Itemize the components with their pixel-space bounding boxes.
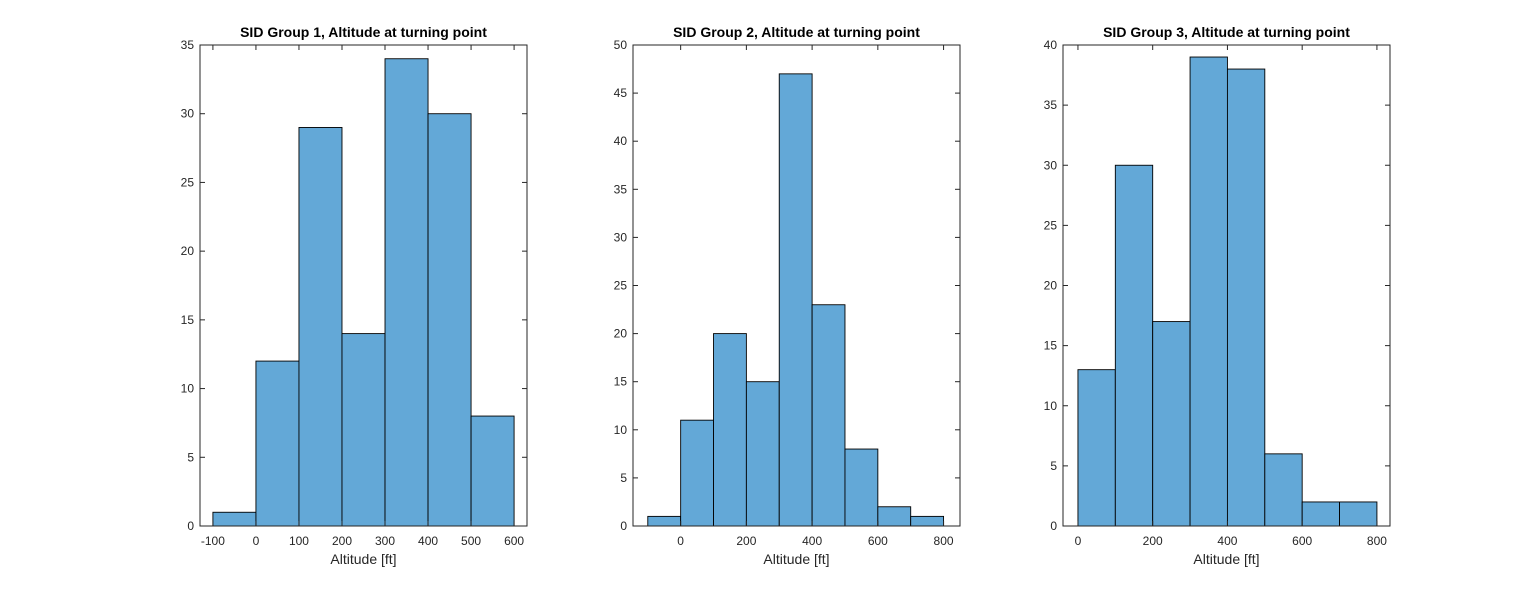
subplot-1-bar xyxy=(255,360,300,527)
subplot-3-title: SID Group 3, Altitude at turning point xyxy=(1103,24,1350,40)
subplot-3-y-tick-label: 10 xyxy=(1044,399,1058,413)
subplot-3-bar xyxy=(1301,501,1340,527)
subplot-2-bar xyxy=(910,515,945,527)
subplot-1-bar xyxy=(470,415,515,527)
subplot-1-y-tick-label: 10 xyxy=(181,382,195,396)
subplot-3-bar xyxy=(1264,453,1303,527)
subplot-3-x-tick-label: 200 xyxy=(1143,534,1163,548)
subplot-2-bar xyxy=(647,515,682,527)
subplot-1-bar xyxy=(341,333,386,527)
subplot-1-x-axis-label: Altitude [ft] xyxy=(330,551,396,567)
subplot-3-bar xyxy=(1152,321,1191,527)
subplot-2-y-tick-label: 15 xyxy=(614,375,628,389)
subplot-2-x-tick-label: 200 xyxy=(736,534,756,548)
subplot-1-y-tick-label: 35 xyxy=(181,38,195,52)
subplot-1-x-tick-label: -100 xyxy=(201,534,225,548)
subplot-2-bar xyxy=(680,419,714,527)
subplot-1-x-tick-label: 0 xyxy=(253,534,260,548)
subplot-2-bar xyxy=(811,304,846,527)
subplot-2-y-tick-label: 20 xyxy=(614,327,628,341)
subplot-3-x-tick-label: 0 xyxy=(1075,534,1082,548)
subplot-2-y-tick-label: 40 xyxy=(614,134,628,148)
subplot-1-y-tick-label: 5 xyxy=(187,450,194,464)
subplot-3-x-tick-label: 800 xyxy=(1367,534,1387,548)
subplot-3-bar xyxy=(1189,56,1228,527)
subplot-3-y-tick-label: 25 xyxy=(1044,218,1058,232)
subplot-1-x-tick-label: 500 xyxy=(461,534,481,548)
subplot-1-x-tick-label: 300 xyxy=(375,534,395,548)
subplot-1-title: SID Group 1, Altitude at turning point xyxy=(240,24,487,40)
subplot-3-x-axis-label: Altitude [ft] xyxy=(1193,551,1259,567)
subplot-2-bar xyxy=(844,448,879,527)
subplot-2-bar xyxy=(877,506,912,527)
subplot-1-axes-box xyxy=(199,44,528,527)
subplot-3-x-tick-label: 400 xyxy=(1217,534,1237,548)
subplot-2-y-tick-label: 10 xyxy=(614,423,628,437)
subplot-1-x-tick-label: 400 xyxy=(418,534,438,548)
subplot-3-bar xyxy=(1077,369,1116,527)
subplot-3-y-tick-label: 35 xyxy=(1044,98,1058,112)
subplot-2-y-tick-label: 30 xyxy=(614,230,628,244)
subplot-2-y-tick-label: 5 xyxy=(620,471,627,485)
subplot-1-y-tick-label: 15 xyxy=(181,313,195,327)
subplot-1-bar xyxy=(298,127,343,527)
subplot-3-x-tick-label: 600 xyxy=(1292,534,1312,548)
subplot-1-x-tick-label: 200 xyxy=(332,534,352,548)
subplot-3: 0 200 400 600 800 0 5 10 15 20 25 30 35 40 SID Group 3… xyxy=(1044,24,1391,567)
subplot-2-x-axis-label: Altitude [ft] xyxy=(763,551,829,567)
subplot-1-bar xyxy=(427,113,472,527)
subplot-3-y-tick-label: 5 xyxy=(1050,459,1057,473)
subplot-1: -100 0 100 200 300 400 500 600 0 5 10 15 20 25 30 35 SID… xyxy=(181,24,528,567)
subplot-1-y-tick-label: 30 xyxy=(181,107,195,121)
subplot-2-title: SID Group 2, Altitude at turning point xyxy=(673,24,920,40)
subplot-3-y-tick-label: 30 xyxy=(1044,158,1058,172)
subplot-3-bar xyxy=(1339,501,1378,527)
subplot-1-bar xyxy=(212,511,257,527)
subplot-2-y-tick-label: 25 xyxy=(614,279,628,293)
subplot-2-bar xyxy=(778,73,813,527)
subplot-2-y-tick-label: 35 xyxy=(614,182,628,196)
subplot-3-bar xyxy=(1114,164,1154,527)
subplot-2-bar xyxy=(713,333,747,527)
subplot-1-x-tick-label: 100 xyxy=(289,534,309,548)
subplot-2-bar xyxy=(745,381,780,527)
subplot-2-y-tick-label: 45 xyxy=(614,86,628,100)
subplot-2-y-tick-label: 0 xyxy=(620,519,627,533)
subplot-1-y-tick-label: 25 xyxy=(181,175,195,189)
subplot-2-x-tick-label: 800 xyxy=(934,534,954,548)
subplot-1-x-tick-label: 600 xyxy=(504,534,524,548)
subplot-1-bar xyxy=(384,58,429,527)
subplot-2: 0 200 400 600 800 0 5 10 15 20 25 30 35 40 45 50 SID Gro… xyxy=(614,24,961,567)
subplot-2-y-tick-label: 50 xyxy=(614,38,628,52)
subplot-2-x-tick-label: 600 xyxy=(868,534,888,548)
subplot-3-y-tick-label: 20 xyxy=(1044,279,1058,293)
subplot-1-y-tick-label: 20 xyxy=(181,244,195,258)
subplot-3-y-tick-label: 15 xyxy=(1044,339,1058,353)
subplot-3-bar xyxy=(1226,68,1266,527)
subplot-2-x-tick-label: 0 xyxy=(677,534,684,548)
subplot-3-y-tick-label: 40 xyxy=(1044,38,1058,52)
subplot-2-x-tick-label: 400 xyxy=(802,534,822,548)
subplot-1-y-tick-label: 0 xyxy=(187,519,194,533)
subplot-3-y-tick-label: 0 xyxy=(1050,519,1057,533)
